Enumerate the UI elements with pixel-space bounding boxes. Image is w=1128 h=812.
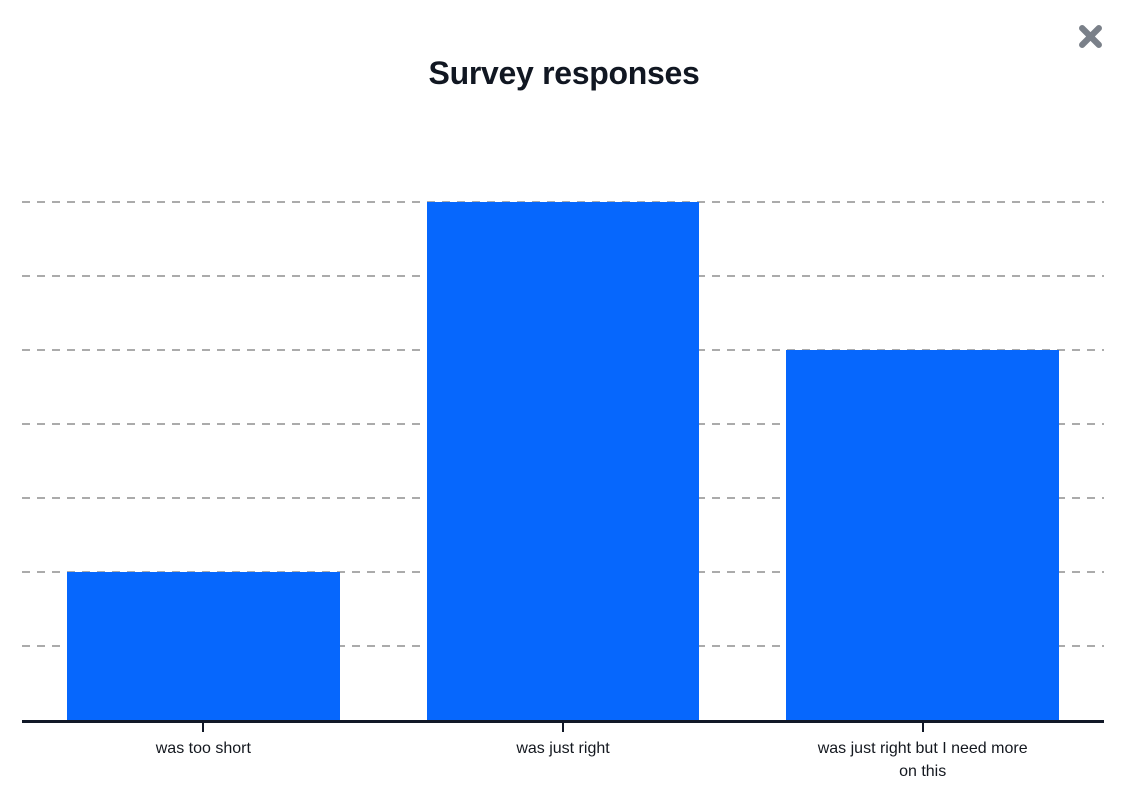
bar-2	[426, 202, 700, 720]
x-axis-label: was just right	[516, 740, 610, 757]
x-axis-tick	[202, 723, 205, 732]
x-axis-label-cell: was just right but I need more on this	[786, 723, 1059, 783]
x-axis-labels: was too short was just right was just righ…	[22, 723, 1104, 783]
x-axis-label-cell: was just right	[427, 723, 700, 783]
x-axis-tick	[562, 723, 564, 732]
x-axis-label: was just right but I need more on this	[817, 740, 1028, 781]
x-axis-label-cell: was too short	[67, 723, 340, 783]
plot-area	[22, 201, 1104, 723]
x-axis-line	[22, 720, 1104, 723]
chart-title: Survey responses	[428, 55, 700, 91]
x-axis-tick	[921, 723, 924, 732]
close-button[interactable]	[1068, 14, 1112, 58]
x-axis-label: was too short	[155, 740, 251, 757]
bars-layer	[22, 202, 1104, 720]
bar-1	[67, 572, 340, 720]
bar-3	[786, 350, 1060, 720]
close-icon	[1078, 24, 1102, 48]
